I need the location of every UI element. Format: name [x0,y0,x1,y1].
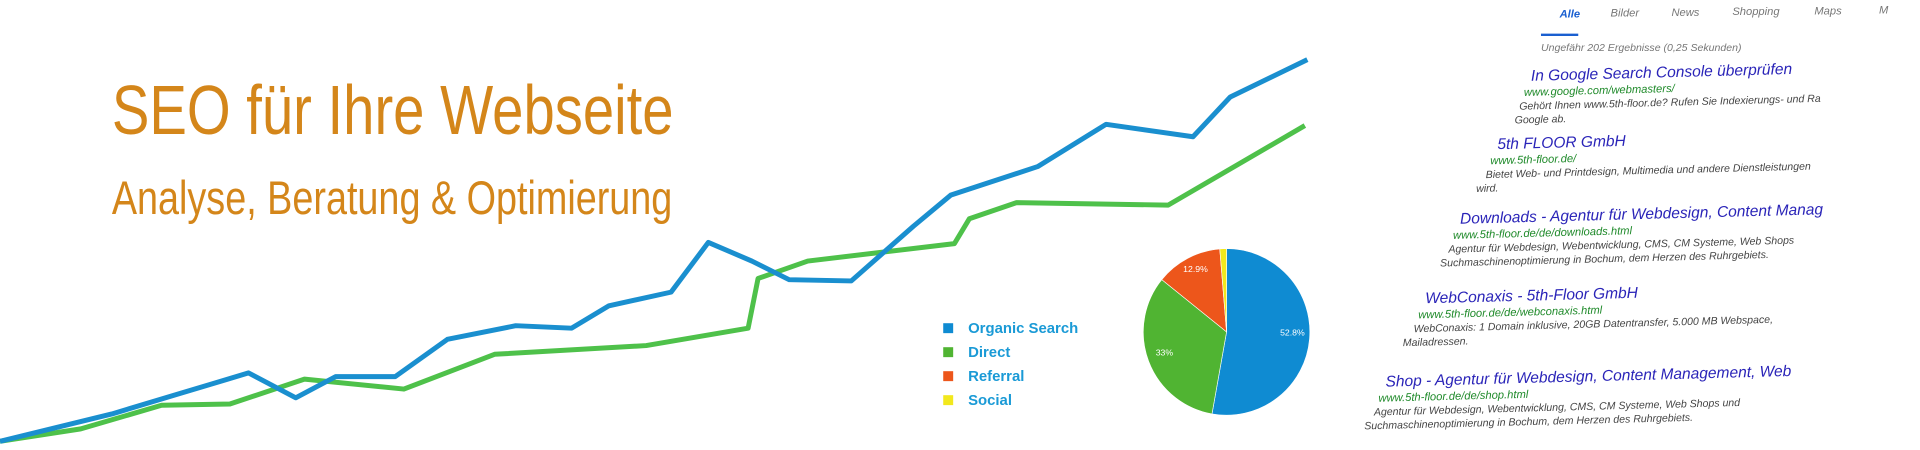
subtitle: Analyse, Beratung & Optimierung [112,172,672,225]
result-url: www.google.com/webmasters/ [1524,83,1677,99]
pie-label: 52.8% [1280,328,1305,338]
pie-slice [1161,248,1227,333]
search-results: Alle Bilder News Shopping Maps M Ungefähr 202 … [1364,5,1889,433]
legend-swatch [943,371,954,382]
legend-swatch [943,395,954,406]
legend-swatch [943,347,954,358]
legend-label: Organic Search [968,321,1078,337]
title: SEO für Ihre Webseite [112,71,674,149]
legend-swatch [943,323,954,334]
search-tab: News [1671,7,1699,19]
legend-label: Social [968,393,1012,409]
result-title: In Google Search Console überprüfen [1531,61,1793,85]
search-tab: Shopping [1732,6,1780,18]
result-snippet: wird. [1476,182,1499,195]
pie-slice [1211,248,1311,416]
result-snippet: Mailadressen. [1403,335,1469,349]
pie-label: 33% [1156,348,1174,358]
result-title: WebConaxis - 5th-Floor GmbH [1425,285,1639,308]
legend-label: Referral [968,369,1024,385]
search-stats: Ungefähr 202 Ergebnisse (0,25 Sekunden) [1541,42,1742,54]
result-url: www.5th-floor.de/de/webconaxis.html [1418,305,1603,322]
pie-label: 12.9% [1183,264,1208,274]
search-tab: Maps [1814,5,1842,17]
legend-label: Direct [968,345,1010,361]
pie-chart: 52.8% Organic Search 33% Direct 12.9% Referra… [943,248,1311,416]
pie-slice [1219,248,1227,332]
result-title: Downloads - Agentur für Webdesign, Conte… [1460,201,1824,228]
search-tab: Alle [1559,8,1580,20]
pie-slice [1143,279,1227,415]
search-tab: M [1879,5,1889,17]
result-snippet: Google ab. [1515,113,1567,126]
result-url: www.5th-floor.de/de/shop.html [1378,389,1529,405]
result-url: www.5th-floor.de/de/downloads.html [1453,225,1633,242]
search-tab: Bilder [1611,8,1641,20]
result-title: 5th FLOOR GmbH [1497,133,1627,153]
trend-line-blue [0,57,1309,444]
result-title: Shop - Agentur für Webdesign, Content Ma… [1385,363,1792,391]
result-url: www.5th-floor.de/ [1490,153,1578,167]
trend-line-green [0,123,1307,444]
